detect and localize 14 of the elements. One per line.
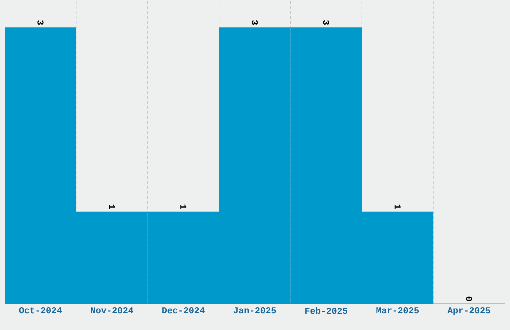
x-tick-label: Feb-2025: [306, 308, 348, 314]
x-tick-label: Apr-2025: [448, 308, 490, 316]
data-label: 1: [394, 204, 401, 210]
x-tick-label: Nov-2024: [91, 308, 134, 314]
x-tick-label: Dec-2024: [162, 308, 205, 314]
data-label: 1: [109, 204, 116, 210]
data-label: 1: [180, 204, 187, 210]
x-tick-label: Jan-2025: [234, 308, 276, 314]
x-tick-label: Mar-2025: [376, 308, 419, 314]
x-tick-label: Oct-2024: [19, 308, 62, 314]
data-label: 0: [466, 296, 472, 302]
data-label: 3: [323, 20, 330, 25]
data-label: 3: [252, 20, 258, 25]
data-label: 3: [38, 20, 44, 25]
